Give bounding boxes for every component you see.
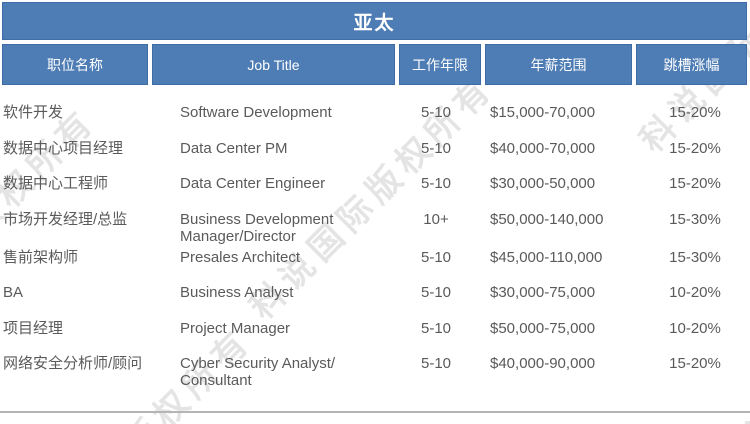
cell-position: 售前架构师 [3, 248, 79, 266]
cell-raise: 15-20% [669, 355, 721, 372]
cell-job-title: Business Analyst [180, 284, 294, 301]
cell-salary: $30,000-50,000 [490, 175, 596, 192]
table-row: 项目经理 Project Manager 5-10 $50,000-75,000… [0, 311, 750, 347]
table-title: 亚太 [2, 2, 747, 40]
table-header: 亚太 职位名称 Job Title 工作年限 年薪范围 跳槽涨幅 [2, 2, 747, 85]
cell-years: 10+ [423, 210, 449, 228]
cell-years: 5-10 [420, 139, 452, 157]
cell-salary: $45,000-110,000 [490, 248, 603, 266]
cell-salary: $40,000-70,000 [490, 139, 596, 157]
cell-salary: $50,000-75,000 [490, 319, 596, 337]
cell-years: 5-10 [420, 355, 452, 372]
cell-job-title: Presales Architect [180, 248, 301, 266]
cell-raise: 15-30% [669, 210, 721, 228]
table-row: 售前架构师 Presales Architect 5-10 $45,000-11… [0, 240, 750, 276]
cell-raise: 15-20% [669, 175, 721, 192]
cell-years: 5-10 [420, 248, 452, 266]
cell-position: 软件开发 [3, 104, 64, 121]
cell-salary: $40,000-90,000 [490, 355, 596, 372]
cell-raise: 15-20% [669, 139, 721, 157]
cell-salary: $30,000-75,000 [490, 284, 596, 301]
table-row: 数据中心工程师 Data Center Engineer 5-10 $30,00… [0, 166, 750, 202]
column-header-job-title: Job Title [152, 44, 395, 85]
column-header-row: 职位名称 Job Title 工作年限 年薪范围 跳槽涨幅 [2, 44, 747, 85]
table-row: BA Business Analyst 5-10 $30,000-75,000 … [0, 275, 750, 311]
cell-raise: 15-20% [669, 104, 721, 121]
cell-job-title: Project Manager [180, 319, 291, 337]
cell-years: 5-10 [420, 284, 452, 301]
bottom-divider [0, 411, 750, 413]
cell-raise: 10-20% [669, 284, 721, 301]
cell-position: 项目经理 [3, 319, 64, 337]
cell-position: BA [3, 284, 24, 301]
table-row: 市场开发经理/总监 Business Development Manager/D… [0, 202, 750, 245]
cell-position: 数据中心项目经理 [3, 139, 124, 157]
cell-salary: $50,000-140,000 [490, 210, 604, 228]
cell-job-title: Software Development [180, 104, 332, 121]
table-row: 网络安全分析师/顾问 Cyber Security Analyst/ Consu… [0, 346, 750, 389]
table-row: 软件开发 Software Development 5-10 $15,000-7… [0, 95, 750, 131]
column-header-years: 工作年限 [399, 44, 481, 85]
cell-position: 数据中心工程师 [3, 175, 109, 192]
cell-salary: $15,000-70,000 [490, 104, 596, 121]
table-row: 数据中心项目经理 Data Center PM 5-10 $40,000-70,… [0, 131, 750, 167]
cell-job-title: Data Center Engineer [180, 175, 326, 192]
cell-raise: 10-20% [669, 319, 721, 337]
column-header-position: 职位名称 [2, 44, 148, 85]
cell-raise: 15-30% [669, 248, 721, 266]
cell-position: 网络安全分析师/顾问 [3, 355, 143, 372]
cell-years: 5-10 [420, 104, 452, 121]
cell-job-title: Business Development Manager/Director [180, 210, 334, 245]
cell-years: 5-10 [420, 175, 452, 192]
cell-job-title: Data Center PM [180, 139, 288, 157]
cell-position: 市场开发经理/总监 [3, 210, 128, 228]
column-header-salary: 年薪范围 [485, 44, 632, 85]
column-header-raise: 跳槽涨幅 [636, 44, 747, 85]
cell-years: 5-10 [420, 319, 452, 337]
cell-job-title: Cyber Security Analyst/ Consultant [180, 355, 336, 389]
table-body: 软件开发 Software Development 5-10 $15,000-7… [0, 95, 750, 389]
